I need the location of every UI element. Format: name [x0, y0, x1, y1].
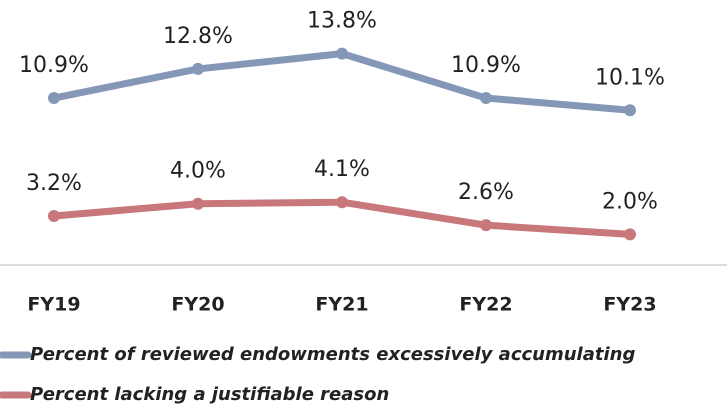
- point: [336, 47, 348, 60]
- point: [480, 92, 492, 105]
- x-tick-label: FY20: [171, 294, 224, 316]
- point: [192, 197, 204, 210]
- series-line: [53, 50, 631, 114]
- x-tick-label: FY19: [27, 294, 80, 316]
- point: [192, 62, 204, 75]
- data-label: 2.0%: [602, 189, 658, 214]
- point: [336, 196, 348, 209]
- point: [480, 219, 492, 232]
- data-label: 2.6%: [458, 180, 514, 205]
- data-label: 4.0%: [170, 159, 226, 184]
- data-label: 10.9%: [19, 53, 89, 78]
- point: [624, 228, 636, 241]
- point: [48, 92, 60, 105]
- legend-label: Percent lacking a justifiable reason: [30, 384, 389, 405]
- data-label: 4.1%: [314, 157, 370, 182]
- legend-label: Percent of reviewed endowments excessive…: [30, 344, 635, 365]
- data-label: 13.8%: [307, 9, 377, 34]
- point: [48, 209, 60, 222]
- point: [624, 104, 636, 117]
- x-tick-label: FY23: [603, 294, 656, 316]
- data-label: 10.9%: [451, 53, 521, 78]
- data-label: 3.2%: [26, 171, 82, 196]
- x-tick-label: FY22: [459, 294, 512, 316]
- data-label: 10.1%: [595, 65, 665, 90]
- x-tick-label: FY21: [315, 294, 368, 316]
- data-label: 12.8%: [163, 24, 233, 49]
